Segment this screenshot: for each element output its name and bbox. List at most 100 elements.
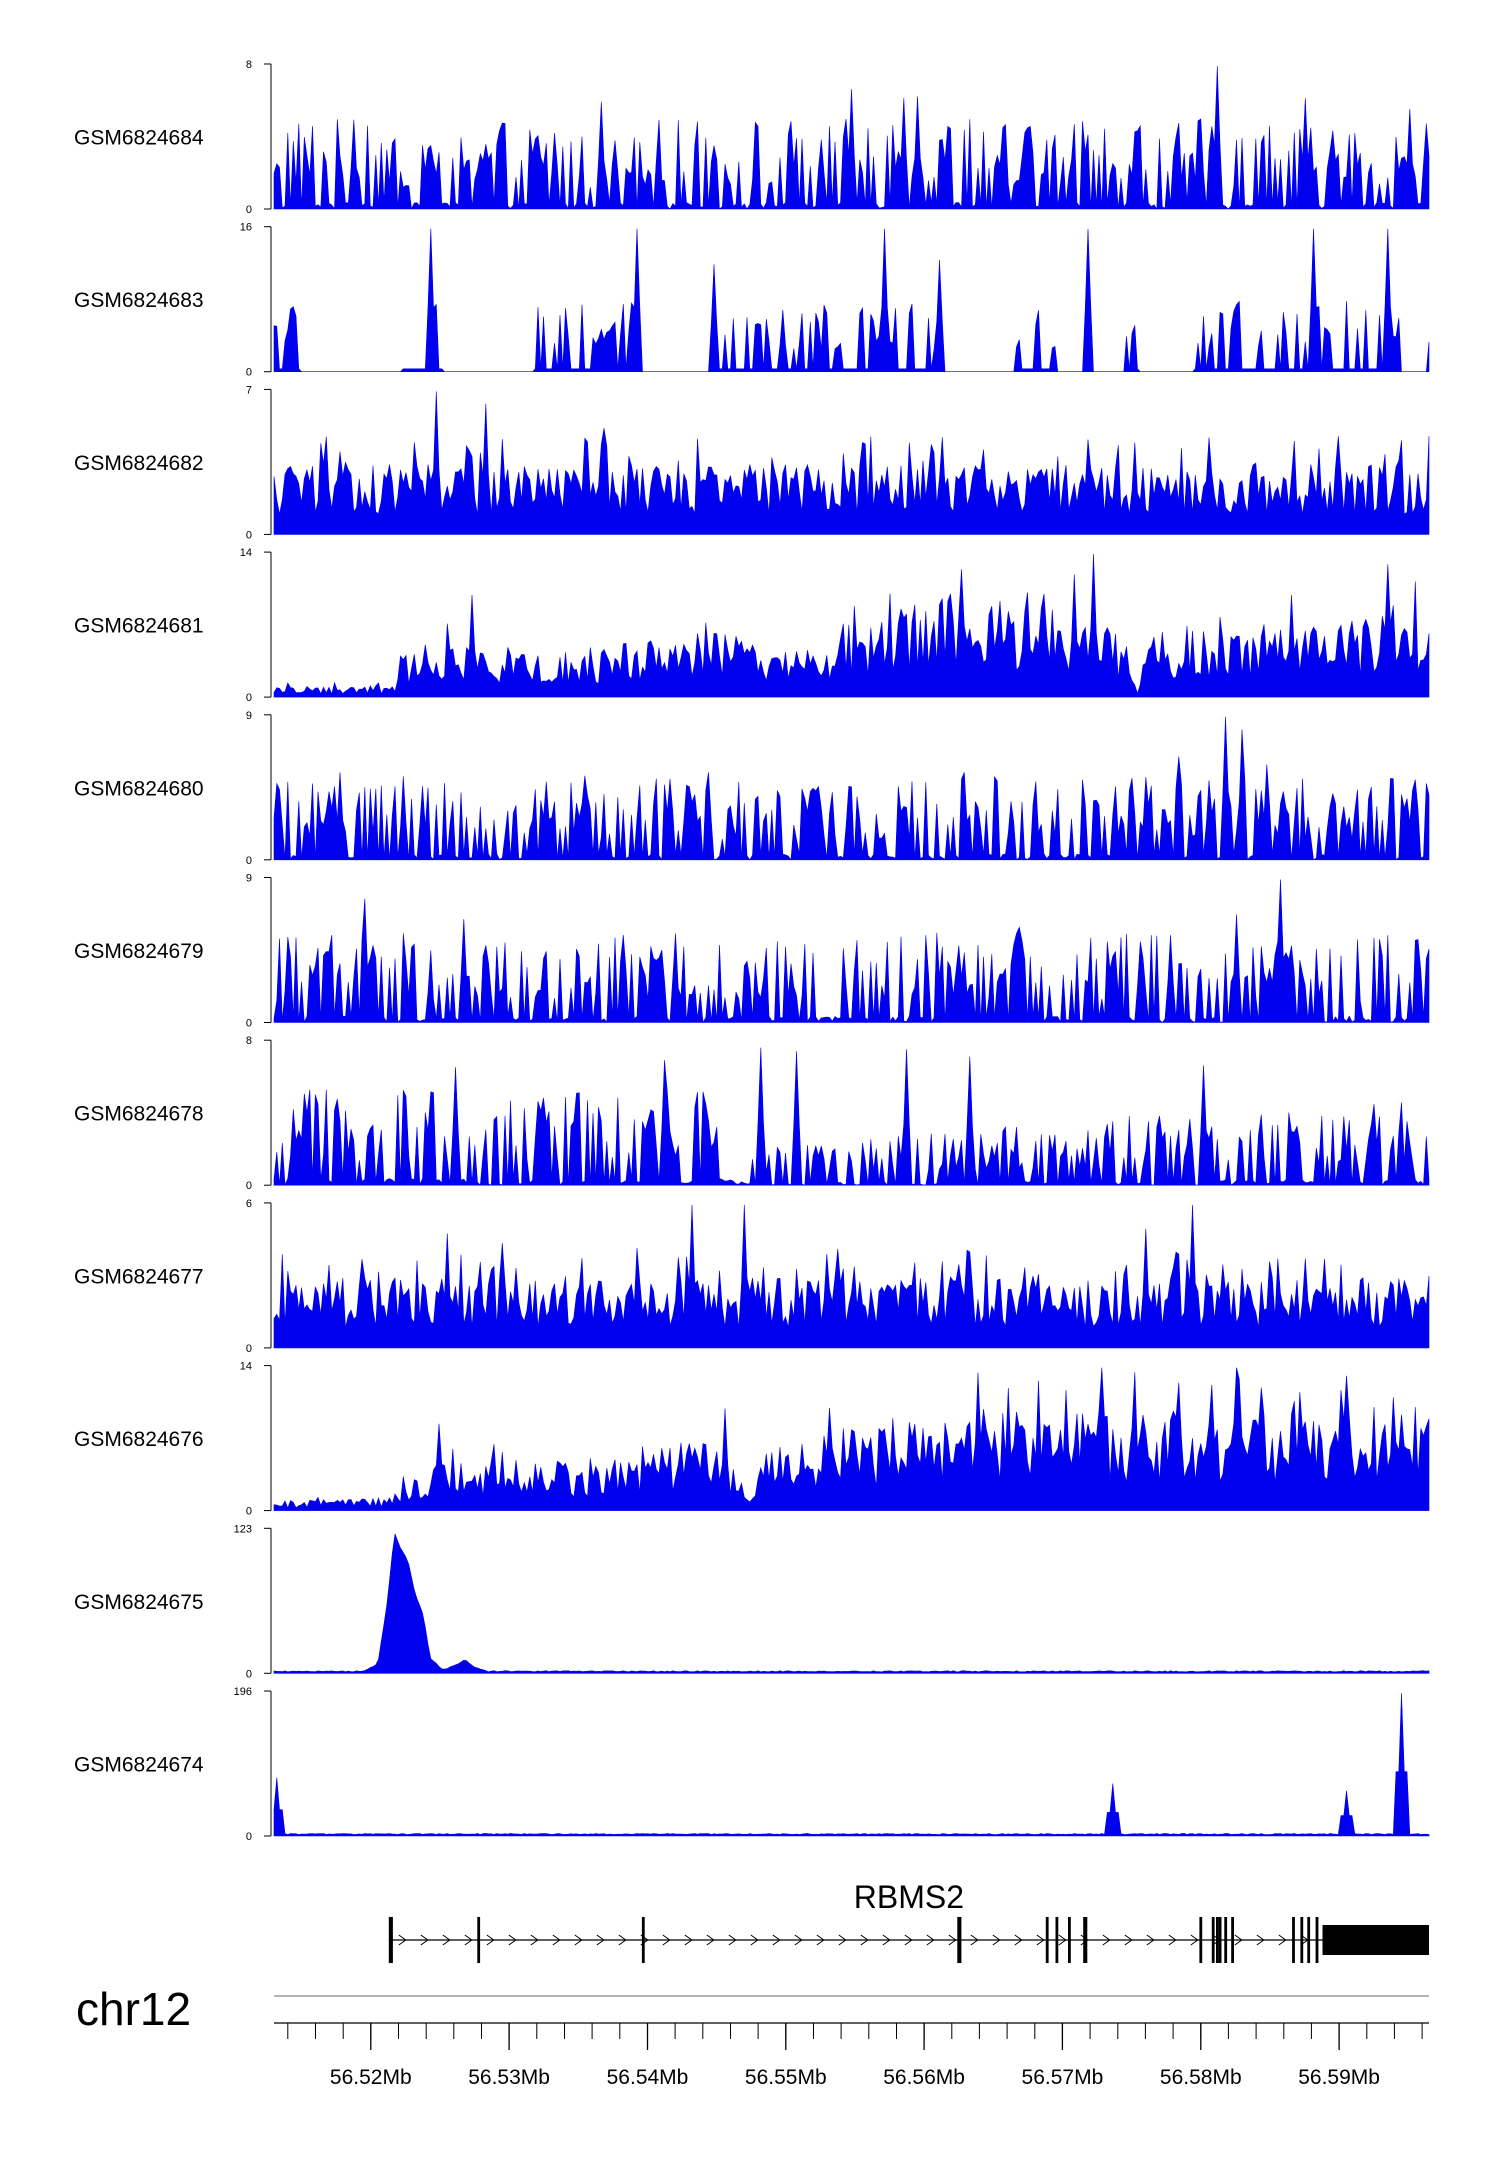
exon bbox=[1216, 1917, 1219, 1963]
strand-arrow bbox=[1278, 1934, 1287, 1946]
tick-label: 56.53Mb bbox=[468, 2066, 550, 2089]
track-gsm6824680: GSM6824680 9 0 bbox=[74, 710, 1430, 867]
y-max-label: 196 bbox=[234, 1686, 252, 1698]
y-min-label: 0 bbox=[246, 1180, 252, 1192]
signal-area bbox=[273, 228, 1430, 372]
y-min-label: 0 bbox=[246, 204, 252, 216]
strand-arrow bbox=[442, 1934, 451, 1946]
signal-tracks: GSM682468480GSM6824683160GSM682468270GSM… bbox=[74, 59, 1430, 1843]
strand-arrow bbox=[816, 1934, 825, 1946]
strand-arrow bbox=[1168, 1934, 1177, 1946]
strand-arrow bbox=[596, 1934, 605, 1946]
tick-label: 56.54Mb bbox=[607, 2066, 689, 2089]
exon bbox=[1199, 1917, 1203, 1963]
y-max-label: 16 bbox=[240, 222, 252, 234]
track-label: GSM6824684 bbox=[74, 127, 204, 150]
exon bbox=[1307, 1917, 1311, 1963]
signal-area bbox=[273, 1204, 1430, 1349]
signal-area bbox=[273, 1533, 1430, 1674]
track-label: GSM6824674 bbox=[74, 1754, 204, 1777]
gene-name-label: RBMS2 bbox=[854, 1879, 964, 1915]
exon bbox=[1218, 1917, 1222, 1963]
strand-arrow bbox=[662, 1934, 671, 1946]
y-min-label: 0 bbox=[246, 692, 252, 704]
y-min-label: 0 bbox=[246, 1343, 252, 1355]
exon bbox=[1083, 1917, 1088, 1963]
signal-area bbox=[273, 554, 1430, 698]
exon bbox=[1211, 1917, 1215, 1963]
exon bbox=[1315, 1917, 1319, 1963]
y-min-label: 0 bbox=[246, 529, 252, 541]
exon bbox=[1292, 1917, 1295, 1963]
tick-label: 56.58Mb bbox=[1160, 2066, 1242, 2089]
y-min-label: 0 bbox=[246, 1831, 252, 1843]
tick-label: 56.56Mb bbox=[883, 2066, 965, 2089]
strand-arrow bbox=[552, 1934, 561, 1946]
strand-arrow bbox=[970, 1934, 979, 1946]
strand-arrow bbox=[948, 1934, 957, 1946]
tick-label: 56.59Mb bbox=[1298, 2066, 1380, 2089]
strand-arrow bbox=[684, 1934, 693, 1946]
exon bbox=[477, 1917, 481, 1963]
strand-arrow bbox=[1234, 1934, 1243, 1946]
signal-area bbox=[273, 391, 1430, 535]
y-min-label: 0 bbox=[246, 1506, 252, 1518]
signal-area bbox=[273, 65, 1430, 210]
strand-arrow bbox=[772, 1934, 781, 1946]
strand-arrow bbox=[618, 1934, 627, 1946]
strand-arrow bbox=[1124, 1934, 1133, 1946]
y-min-label: 0 bbox=[246, 367, 252, 379]
track-label: GSM6824680 bbox=[74, 777, 204, 800]
signal-area bbox=[273, 1367, 1430, 1511]
track-gsm6824674: GSM6824674 196 0 bbox=[74, 1686, 1430, 1843]
gene-track: RBMS2 bbox=[388, 1879, 1429, 1963]
y-max-label: 14 bbox=[240, 1361, 252, 1373]
strand-arrow bbox=[398, 1934, 407, 1946]
exon bbox=[641, 1917, 645, 1963]
y-max-label: 14 bbox=[240, 547, 252, 559]
exon bbox=[1055, 1917, 1059, 1963]
strand-arrow bbox=[1190, 1934, 1199, 1946]
track-gsm6824683: GSM6824683 16 0 bbox=[74, 222, 1430, 379]
y-min-label: 0 bbox=[246, 855, 252, 867]
exon bbox=[1300, 1917, 1304, 1963]
exon bbox=[1322, 1925, 1429, 1955]
strand-arrow bbox=[486, 1934, 495, 1946]
strand-arrow bbox=[1102, 1934, 1111, 1946]
strand-arrow bbox=[1036, 1934, 1045, 1946]
y-max-label: 123 bbox=[234, 1523, 252, 1535]
signal-area bbox=[273, 1692, 1430, 1837]
track-gsm6824679: GSM6824679 9 0 bbox=[74, 873, 1430, 1030]
strand-arrow bbox=[530, 1934, 539, 1946]
y-max-label: 9 bbox=[246, 873, 252, 885]
strand-arrow bbox=[1058, 1934, 1067, 1946]
y-min-label: 0 bbox=[246, 1668, 252, 1680]
exon bbox=[1045, 1917, 1049, 1963]
track-label: GSM6824676 bbox=[74, 1428, 204, 1451]
y-max-label: 7 bbox=[246, 384, 252, 396]
track-gsm6824684: GSM6824684 8 0 bbox=[74, 59, 1430, 216]
exon bbox=[1224, 1917, 1228, 1963]
strand-arrow bbox=[992, 1934, 1001, 1946]
track-gsm6824677: GSM6824677 6 0 bbox=[74, 1198, 1430, 1355]
strand-arrow bbox=[1014, 1934, 1023, 1946]
track-gsm6824682: GSM6824682 7 0 bbox=[74, 384, 1430, 541]
track-label: GSM6824678 bbox=[74, 1103, 204, 1126]
strand-arrow bbox=[1080, 1934, 1089, 1946]
strand-arrow bbox=[926, 1934, 935, 1946]
track-gsm6824676: GSM6824676 14 0 bbox=[74, 1361, 1430, 1518]
y-min-label: 0 bbox=[246, 1018, 252, 1030]
strand-arrow bbox=[728, 1934, 737, 1946]
exon bbox=[388, 1917, 393, 1963]
strand-arrow bbox=[1256, 1934, 1265, 1946]
y-max-label: 8 bbox=[246, 59, 252, 71]
y-max-label: 6 bbox=[246, 1198, 252, 1210]
chromosome-label: chr12 bbox=[76, 1983, 191, 2035]
track-label: GSM6824682 bbox=[74, 452, 204, 475]
track-label: GSM6824675 bbox=[74, 1591, 204, 1614]
signal-area bbox=[273, 879, 1430, 1024]
tick-label: 56.55Mb bbox=[745, 2066, 827, 2089]
exon bbox=[1231, 1917, 1234, 1963]
strand-arrow bbox=[508, 1934, 517, 1946]
